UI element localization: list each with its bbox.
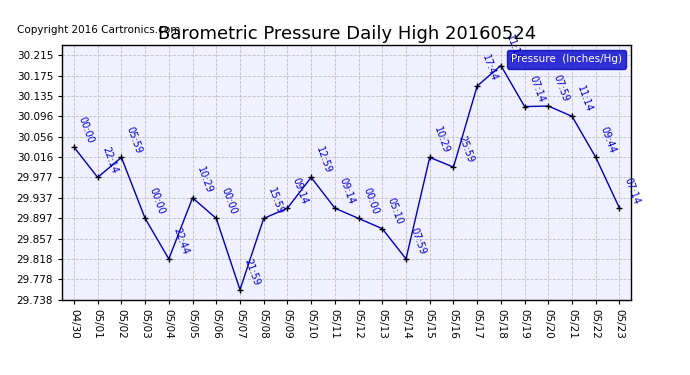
Text: 05:59: 05:59: [124, 125, 143, 154]
Text: 17:44: 17:44: [480, 54, 499, 83]
Text: 09:44: 09:44: [598, 125, 618, 154]
Text: 21:59: 21:59: [243, 257, 262, 287]
Text: 22:14: 22:14: [101, 145, 119, 175]
Text: 09:14: 09:14: [290, 176, 309, 206]
Text: 10:29: 10:29: [195, 165, 215, 195]
Text: 12:59: 12:59: [314, 145, 333, 175]
Text: 07:59: 07:59: [551, 74, 570, 103]
Text: 00:00: 00:00: [219, 186, 238, 216]
Text: 10:29: 10:29: [433, 125, 451, 154]
Title: Barometric Pressure Daily High 20160524: Barometric Pressure Daily High 20160524: [157, 26, 536, 44]
Text: 11:14: 11:14: [504, 33, 522, 63]
Text: 09:14: 09:14: [337, 176, 357, 206]
Text: 22:44: 22:44: [172, 226, 190, 256]
Text: 00:00: 00:00: [148, 186, 167, 216]
Text: 07:14: 07:14: [527, 74, 546, 104]
Text: 11:14: 11:14: [575, 84, 593, 114]
Text: 07:59: 07:59: [408, 226, 428, 256]
Text: 07:14: 07:14: [622, 176, 641, 206]
Text: 25:59: 25:59: [456, 135, 475, 164]
Text: Copyright 2016 Cartronics.com: Copyright 2016 Cartronics.com: [17, 25, 180, 34]
Text: 05:10: 05:10: [385, 196, 404, 226]
Legend: Pressure  (Inches/Hg): Pressure (Inches/Hg): [507, 50, 626, 69]
Text: 00:00: 00:00: [77, 115, 96, 144]
Text: 15:59: 15:59: [266, 186, 286, 216]
Text: 00:00: 00:00: [362, 186, 380, 216]
